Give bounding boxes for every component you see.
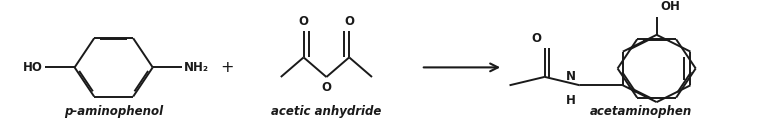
Text: O: O <box>321 81 332 94</box>
Text: acetic anhydride: acetic anhydride <box>271 105 382 118</box>
Text: H: H <box>566 94 576 107</box>
Text: HO: HO <box>23 61 43 74</box>
Text: O: O <box>531 32 541 45</box>
Text: +: + <box>220 60 233 75</box>
Text: N: N <box>566 70 576 83</box>
Text: O: O <box>344 15 354 28</box>
Text: OH: OH <box>660 0 680 13</box>
Text: acetaminophen: acetaminophen <box>590 105 693 118</box>
Text: O: O <box>299 15 309 28</box>
Text: p-aminophenol: p-aminophenol <box>64 105 164 118</box>
Text: NH₂: NH₂ <box>184 61 210 74</box>
